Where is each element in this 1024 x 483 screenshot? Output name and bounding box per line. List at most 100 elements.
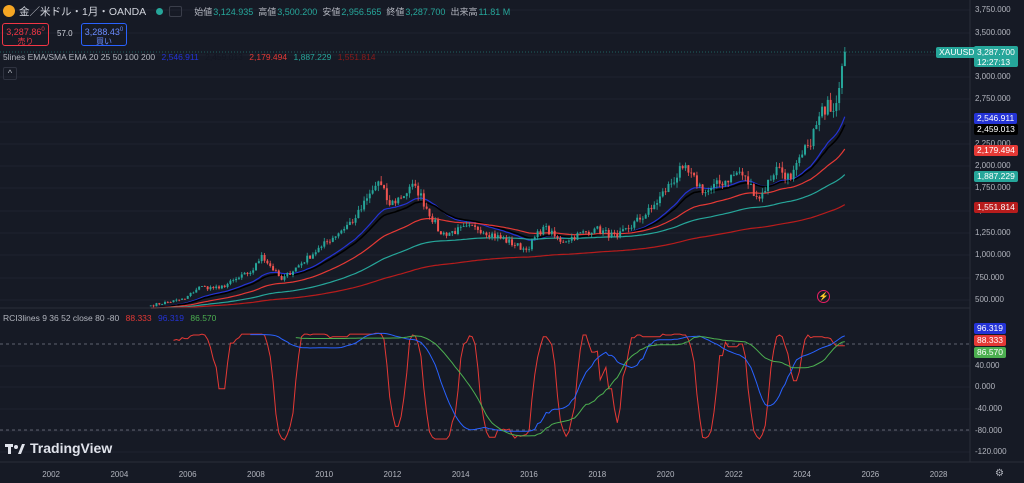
candle-body xyxy=(280,276,283,280)
candle-body xyxy=(496,235,499,238)
candle-body xyxy=(624,228,627,230)
candle-body xyxy=(840,66,843,89)
candle-body xyxy=(183,298,186,300)
ema-legend[interactable]: 5lines EMA/SMA EMA 20 25 50 100 200 2,54… xyxy=(3,52,380,62)
time-tick-label: 2010 xyxy=(315,470,334,479)
candle-body xyxy=(365,198,368,201)
candle-body xyxy=(175,299,178,301)
candle-body xyxy=(471,224,474,226)
candle-body xyxy=(195,289,198,293)
candle-body xyxy=(300,263,303,266)
candle-body xyxy=(687,165,690,173)
candle-body xyxy=(414,183,417,186)
candle-body xyxy=(727,180,730,183)
rci-tick-label: 40.000 xyxy=(975,361,1000,370)
candle-body xyxy=(530,239,533,250)
candle-body xyxy=(818,116,821,126)
candle-body xyxy=(400,197,403,199)
ema200-tag: 1,551.814 xyxy=(974,202,1018,213)
time-tick-label: 2008 xyxy=(247,470,265,479)
candle-body xyxy=(698,184,701,187)
collapse-legend-button[interactable]: ^ xyxy=(3,67,17,80)
candle-body xyxy=(741,171,744,176)
candle-body xyxy=(178,299,181,301)
candle-body xyxy=(161,304,164,305)
candle-body xyxy=(368,193,371,199)
sell-button[interactable]: 3,287.860 売り xyxy=(2,23,49,46)
candle-body xyxy=(599,226,602,234)
candle-body xyxy=(795,162,798,170)
eye-toggle-icon[interactable] xyxy=(169,5,183,17)
rci-legend[interactable]: RCI3lines 9 36 52 close 80 -80 88.333 96… xyxy=(3,313,220,323)
candle-body xyxy=(545,226,548,227)
candle-body xyxy=(235,278,238,281)
candle-body xyxy=(155,303,158,307)
chart-grid xyxy=(0,9,970,453)
ema25-line xyxy=(150,124,846,309)
rci36-tag: 96.319 xyxy=(974,323,1006,334)
candle-body xyxy=(528,249,531,251)
candle-body xyxy=(781,167,784,173)
candle-body xyxy=(294,267,297,272)
last-symbol-tag: XAUUSD xyxy=(936,47,978,58)
candle-body xyxy=(465,225,468,227)
candle-body xyxy=(232,280,235,281)
candle-body xyxy=(559,238,562,242)
ohlc-low: 安値2,956.565 xyxy=(322,6,382,17)
ohlc-open: 始値3,124.935 xyxy=(194,6,254,17)
buy-button[interactable]: 3,288.430 買い xyxy=(81,23,127,46)
candle-body xyxy=(593,228,596,233)
rci-tick-label: -40.000 xyxy=(975,404,1003,413)
candle-body xyxy=(695,175,698,187)
candle-body xyxy=(320,246,323,248)
candle-body xyxy=(664,191,667,193)
candle-body xyxy=(550,230,553,235)
candle-body xyxy=(567,240,570,242)
candle-body xyxy=(428,208,431,217)
candle-body xyxy=(747,176,750,185)
tradingview-mark-icon xyxy=(5,442,25,454)
candle-body xyxy=(838,88,841,104)
candle-body xyxy=(252,270,255,273)
candle-body xyxy=(630,227,633,229)
settings-gear-icon[interactable]: ⚙ xyxy=(995,468,1004,479)
candle-body xyxy=(653,204,656,210)
candle-body xyxy=(269,263,272,267)
candle-body xyxy=(667,183,670,192)
ema20-value: 2,546.911 xyxy=(161,52,199,62)
candle-body xyxy=(482,232,485,234)
candle-body xyxy=(539,231,542,235)
candle-body xyxy=(237,277,240,279)
price-tick-label: 2,000.000 xyxy=(975,161,1011,170)
candle-body xyxy=(417,185,420,196)
lightning-icon[interactable]: ⚡ xyxy=(817,290,830,303)
candle-body xyxy=(283,276,286,280)
candle-body xyxy=(784,172,787,180)
candle-body xyxy=(647,207,650,215)
candle-body xyxy=(553,230,556,237)
candle-body xyxy=(658,196,661,204)
candle-body xyxy=(616,233,619,238)
time-tick-label: 2002 xyxy=(42,470,60,479)
candle-body xyxy=(383,185,386,189)
time-tick-label: 2016 xyxy=(520,470,538,479)
candle-body xyxy=(220,285,223,289)
candle-body xyxy=(519,243,522,250)
symbol-title[interactable]: 金／米ドル・1月・OANDA xyxy=(19,5,147,18)
candle-body xyxy=(707,190,710,193)
candle-body xyxy=(596,226,599,229)
candle-body xyxy=(607,229,610,238)
candle-body xyxy=(337,233,340,237)
ema25-tag: 2,459.013 xyxy=(974,124,1018,135)
candle-body xyxy=(721,183,724,186)
candle-body xyxy=(738,171,741,173)
tradingview-logo[interactable]: TradingView xyxy=(5,440,112,456)
candle-body xyxy=(340,230,343,234)
candle-body xyxy=(633,221,636,228)
candle-body xyxy=(676,177,679,183)
candle-body xyxy=(391,200,394,206)
candle-body xyxy=(712,183,715,188)
rci52-line xyxy=(295,335,845,437)
candle-body xyxy=(767,180,770,192)
